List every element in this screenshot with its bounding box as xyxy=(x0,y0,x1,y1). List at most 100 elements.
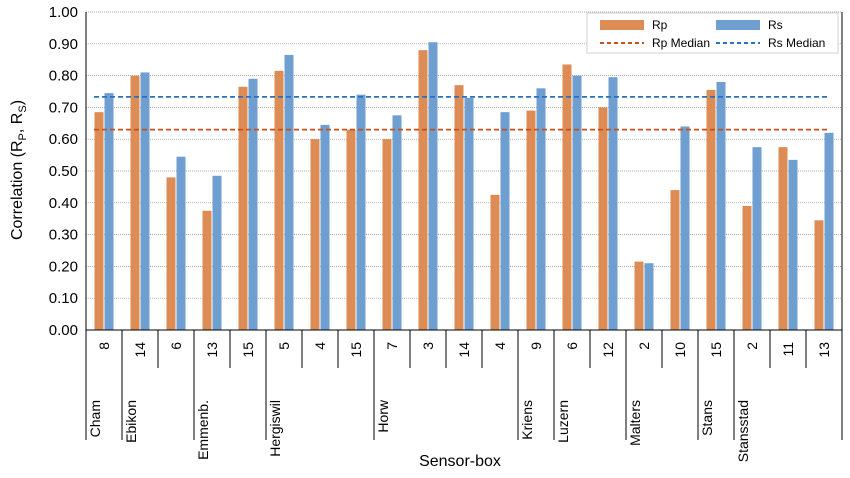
x-category-label: 12 xyxy=(600,342,616,358)
bar-rs-13 xyxy=(572,75,582,330)
x-category-label: 9 xyxy=(528,342,544,350)
bar-rs-9 xyxy=(428,42,438,331)
bar-rs-19 xyxy=(788,159,798,330)
bar-rp-0 xyxy=(94,112,104,330)
x-category-label: 2 xyxy=(636,342,652,350)
bar-rp-20 xyxy=(814,220,824,330)
grid-lines xyxy=(86,11,842,299)
x-group-label: Emmenb. xyxy=(195,400,211,460)
x-category-label: 5 xyxy=(276,342,292,350)
bar-rp-19 xyxy=(778,147,788,330)
bar-rs-2 xyxy=(176,156,186,330)
bar-rs-18 xyxy=(752,147,762,330)
bar-rp-12 xyxy=(526,110,536,330)
x-category-label: 8 xyxy=(96,342,112,350)
x-axis-title: Sensor-box xyxy=(419,453,501,470)
bar-rs-8 xyxy=(392,115,402,330)
x-group-label: Hergiswil xyxy=(267,400,283,457)
axes xyxy=(85,12,843,440)
x-category-label: 13 xyxy=(816,342,832,358)
bar-rs-5 xyxy=(284,54,294,331)
x-category-label: 10 xyxy=(672,342,688,358)
x-category-label: 13 xyxy=(204,342,220,358)
bar-rp-4 xyxy=(238,86,248,330)
bar-rp-7 xyxy=(346,129,356,330)
y-axis-title: Correlation (RP, RS) xyxy=(9,100,29,240)
x-category-label: 4 xyxy=(312,342,328,350)
x-group-label: Luzern xyxy=(555,400,571,443)
legend: Rp Rs Rp Median Rs Median xyxy=(586,12,839,54)
legend-frame xyxy=(586,12,839,54)
bar-rs-11 xyxy=(500,112,510,330)
bar-rs-16 xyxy=(680,126,690,330)
x-group-label: Cham xyxy=(87,400,103,437)
y-tick-label: 0.80 xyxy=(49,68,78,85)
legend-label-rp-median: Rp Median xyxy=(652,36,710,50)
bar-rs-20 xyxy=(824,132,834,330)
bar-rp-6 xyxy=(310,139,320,330)
x-category-label: 3 xyxy=(420,342,436,350)
bars xyxy=(94,42,834,331)
x-category-label: 11 xyxy=(780,342,796,357)
bar-rp-13 xyxy=(562,64,572,330)
x-group-label: Stansstad xyxy=(735,400,751,462)
bar-rs-10 xyxy=(464,97,474,330)
bar-rs-15 xyxy=(644,263,654,330)
x-group-label: Stans xyxy=(699,400,715,436)
x-group-label: Kriens xyxy=(519,400,535,440)
y-tick-label: 0.90 xyxy=(49,36,78,53)
y-tick-label: 1.00 xyxy=(49,4,78,21)
bar-rs-1 xyxy=(140,72,150,331)
legend-swatch-rp xyxy=(600,20,644,30)
x-category-label: 4 xyxy=(492,342,508,350)
y-tick-label: 0.00 xyxy=(49,322,78,339)
bar-rp-18 xyxy=(742,205,752,330)
x-category-label: 6 xyxy=(564,342,580,350)
bar-rp-15 xyxy=(634,261,644,330)
bar-rp-14 xyxy=(598,107,608,331)
x-group-label: Ebikon xyxy=(123,400,139,443)
legend-label-rs: Rs xyxy=(768,18,783,32)
bar-rp-9 xyxy=(418,50,428,330)
legend-label-rp: Rp xyxy=(652,18,668,32)
bar-rp-2 xyxy=(166,177,176,330)
y-tick-labels: 0.00 0.10 0.20 0.30 0.40 0.50 0.60 0.70 0.80 0.90… xyxy=(49,4,78,339)
bar-rs-6 xyxy=(320,124,330,330)
median-lines xyxy=(94,96,830,131)
x-category-label: 2 xyxy=(744,342,760,350)
y-tick-label: 0.50 xyxy=(49,163,78,180)
x-category-label: 6 xyxy=(168,342,184,350)
bar-rp-17 xyxy=(706,89,716,330)
bar-rs-7 xyxy=(356,94,366,331)
bar-rp-3 xyxy=(202,210,212,330)
bar-rs-3 xyxy=(212,175,222,330)
bar-rs-17 xyxy=(716,81,726,331)
bar-rp-1 xyxy=(130,75,140,330)
y-tick-label: 0.20 xyxy=(49,258,78,275)
x-category-label: 7 xyxy=(384,342,400,350)
bar-rp-16 xyxy=(670,190,680,330)
y-tick-label: 0.30 xyxy=(49,227,78,244)
x-group-label: Malters xyxy=(627,400,643,446)
x-category-label: 15 xyxy=(348,342,364,358)
y-tick-label: 0.10 xyxy=(49,290,78,307)
y-tick-label: 0.70 xyxy=(49,99,78,116)
bar-rs-12 xyxy=(536,88,546,330)
bar-rp-8 xyxy=(382,139,392,330)
x-group-labels: Cham Ebikon Emmenb. Hergiswil Horw Kriens Luze… xyxy=(87,399,751,462)
legend-label-rs-median: Rs Median xyxy=(768,36,825,50)
bar-rp-5 xyxy=(274,70,284,330)
legend-swatch-rs xyxy=(716,20,760,30)
bar-rp-10 xyxy=(454,85,464,330)
y-tick-label: 0.40 xyxy=(49,195,78,212)
bar-rs-4 xyxy=(248,78,258,330)
bar-rp-11 xyxy=(490,194,500,330)
bar-rs-0 xyxy=(104,93,114,330)
x-category-label: 14 xyxy=(132,342,148,358)
x-category-labels: 8 14 6 13 15 5 4 15 7 3 14 4 9 6 12 2 10 15 2 11 13 xyxy=(96,342,832,358)
x-group-label: Horw xyxy=(375,399,391,433)
x-category-label: 15 xyxy=(240,342,256,358)
y-tick-label: 0.60 xyxy=(49,131,78,148)
x-category-label: 14 xyxy=(456,342,472,358)
